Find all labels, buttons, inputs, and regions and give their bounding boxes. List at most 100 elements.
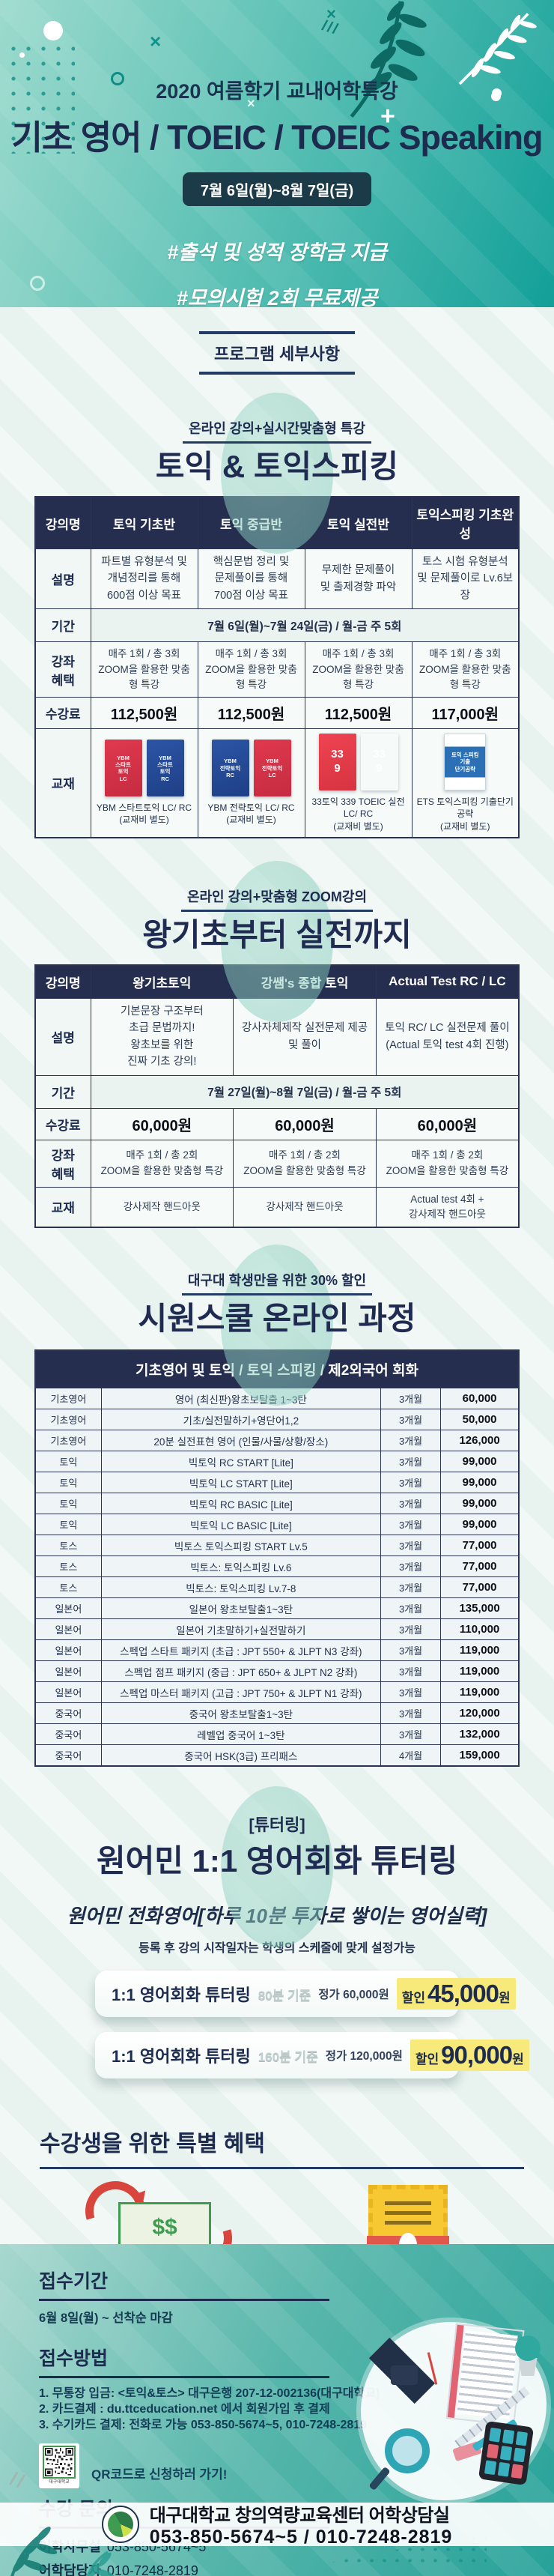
tutoring-sale-price: 할인 90,000 원	[410, 2040, 529, 2072]
course-term: 3개월	[380, 1409, 442, 1431]
course-benefit: 매주 1회 / 총 3회 ZOOM을 활용한 맞춤형 특강	[304, 641, 413, 698]
course-name: 일본어 기초말하기+실전말하기	[100, 1618, 381, 1641]
course-category: 토익	[34, 1472, 102, 1494]
circle-decoration	[43, 21, 63, 40]
course-name: 영어 (최신판)왕초보탈출 1~3탄	[100, 1388, 381, 1410]
column-header: 강쌤's 종합 토익	[233, 964, 377, 999]
course-category: 기초영어	[34, 1388, 102, 1410]
table-row: 일본어 스펙업 스타트 패키지 (초급 : JPT 550+ & JLPT N3…	[34, 1639, 520, 1662]
tutoring-title: 원어민 1:1 영어회화 튜터링	[96, 1843, 458, 1879]
course-description: 강사자체제작 실전문제 제공 및 풀이	[233, 997, 377, 1076]
course-name: 빅토스: 토익스피킹 Lv.7-8	[100, 1576, 381, 1599]
sale-label: 할인	[401, 1991, 426, 2006]
contact-manager: 어학담당자 010-7248-2819	[39, 2560, 391, 2576]
table-row: 토스 빅토스 토익스피킹 START Lv.5 3개월 77,000	[34, 1535, 520, 1557]
row-label: 교재	[34, 728, 91, 838]
course-category: 일본어	[34, 1660, 102, 1683]
toeic-course-table: 강의명 토익 기초반 토익 중급반 토익 실전반 토익스피킹 기초완성 설명 파…	[34, 496, 520, 838]
footer-band: 대구대학교 창의역량교육센터 어학상담실 053-850-5674~5 / 01…	[0, 2503, 554, 2548]
calculator-icon	[478, 2420, 535, 2486]
table-row: 수강료 112,500원 112,500원 112,500원 117,000원	[34, 697, 520, 730]
table-row: 토익 빅토익 LC START [Lite] 3개월 99,000	[34, 1472, 520, 1494]
course-price: 119,000	[440, 1639, 520, 1662]
course-term: 3개월	[380, 1493, 442, 1515]
eraser-illustration	[452, 2440, 482, 2462]
course-category: 토스	[34, 1535, 102, 1557]
qr-code[interactable]: 대구대학교	[39, 2443, 79, 2489]
program-details-body: 프로그램 세부사항 온라인 강의+실시간맞춤형 특강 토익 & 토익스피킹 강의…	[0, 307, 554, 2244]
cross-decoration: ×	[150, 30, 162, 52]
contact-phone: 010-7248-2819	[106, 2563, 198, 2576]
dot-decoration	[19, 52, 25, 58]
column-header: 왕기초토익	[90, 964, 234, 999]
course-category: 토익	[34, 1493, 102, 1515]
course-period: 7월 6일(월)~7월 24일(금) / 월-금 주 5회	[90, 608, 520, 643]
course-fee: 112,500원	[304, 697, 413, 730]
course-textbook: 토익 스피킹 기출 단기공략 ETS 토익스피킹 기출단기공략 (교재비 별도)	[411, 728, 520, 838]
book-cover: 33 9	[361, 734, 398, 790]
signup-method-item: 3. 수기카드 결제: 전화로 가능 053-850-5674~5, 010-7…	[39, 2419, 368, 2432]
table-row: 토익 빅토익 RC BASIC [Lite] 3개월 99,000	[34, 1493, 520, 1515]
tutoring-card-80min: 1:1 영어회화 튜터링 80분 기준 정가 60,000원 할인 45,000…	[95, 1971, 516, 2018]
course-textbook: YBM 스타트 토익 LC YBM 스타트 토익 RC YBM 스타트토익 LC…	[90, 728, 198, 838]
course-price: 99,000	[440, 1451, 520, 1473]
course-category: 일본어	[34, 1681, 102, 1704]
course-price: 77,000	[440, 1535, 520, 1557]
page-title: 기초 영어 / TOEIC / TOEIC Speaking	[11, 118, 543, 157]
tutoring-card-name: 1:1 영어회화 튜터링	[112, 1986, 251, 2005]
tutoring-card-basis: 80분 기준	[258, 1988, 311, 2003]
section3-kicker: 대구대 학생만을 위한 30% 할인	[181, 1270, 373, 1296]
course-category: 토스	[34, 1576, 102, 1599]
tutoring-kicker: [튜터링]	[249, 1815, 305, 1835]
course-term: 3개월	[380, 1451, 442, 1473]
book-cover: YBM 스타트 토익 RC	[146, 740, 184, 797]
column-header: 토익 기초반	[90, 496, 198, 549]
signup-method-title: 접수방법	[39, 2344, 329, 2378]
row-label: 설명	[34, 997, 91, 1076]
table-row: 기간 7월 27일(월)~8월 7일(금) / 월-금 주 5회	[34, 1074, 520, 1109]
course-period: 7월 27일(월)~8월 7일(금) / 월-금 주 5회	[90, 1074, 520, 1109]
table-header-row: 강의명 왕기초토익 강쌤's 종합 토익 Actual Test RC / LC	[34, 964, 520, 999]
row-label: 설명	[34, 548, 91, 610]
tutoring-card-160min: 1:1 영어회화 튜터링 160분 기준 정가 120,000원 할인 90,0…	[95, 2032, 529, 2079]
table-row: 토스 빅토스: 토익스피킹 Lv.6 3개월 77,000	[34, 1555, 520, 1578]
course-benefit: 매주 1회 / 총 3회 ZOOM을 활용한 맞춤형 특강	[197, 641, 305, 698]
graduation-cap-base	[391, 2365, 418, 2385]
course-category: 일본어	[34, 1618, 102, 1641]
course-textbook: YBM 전략토익 RC YBM 전략토익 LC YBM 전략토익 LC/ RC …	[197, 728, 305, 838]
signup-period-title: 접수기간	[39, 2267, 329, 2301]
course-category: 토익	[34, 1451, 102, 1473]
slash-decoration: ///	[320, 17, 341, 38]
program-details-header: 프로그램 세부사항	[198, 331, 356, 375]
course-name: 빅토스 토익스피킹 START Lv.5	[100, 1535, 381, 1557]
row-label: 기간	[34, 608, 91, 643]
graduation-tassel	[427, 2352, 438, 2385]
course-description: 파트별 유형분석 및 개념정리를 통해 600점 이상 목표	[90, 548, 198, 610]
course-name: 기초/실전말하기+영단어1,2	[100, 1409, 381, 1431]
table-row: 중국어 중국어 왕초보탈출1~3탄 3개월 120,000	[34, 1702, 520, 1725]
course-category: 일본어	[34, 1639, 102, 1662]
sale-currency: 원	[512, 2052, 524, 2067]
hashtag-scholarship: #출석 및 성적 장학금 지급	[167, 241, 387, 264]
course-name: 스펙업 점프 패키지 (중급 : JPT 650+ & JLPT N2 강좌)	[100, 1660, 381, 1683]
course-fee: 112,500원	[90, 697, 198, 730]
section2-title: 왕기초부터 실전까지	[142, 916, 412, 952]
course-price: 159,000	[440, 1744, 520, 1767]
tutoring-note: 등록 후 강의 시작일자는 학생의 스케줄에 맞게 설정가능	[138, 1942, 416, 1956]
section-siwonschool: 대구대 학생만을 위한 30% 할인 시원스쿨 온라인 과정 기초영어 및 토익…	[0, 1270, 554, 1768]
tutoring-list-price: 정가 60,000원	[318, 1989, 389, 2002]
course-name: 스펙업 마스터 패키지 (고급 : JPT 750+ & JLPT N1 강좌)	[100, 1681, 381, 1704]
course-category: 기초영어	[34, 1430, 102, 1452]
section-benefits: 수강생을 위한 특별 혜택 $$	[40, 2125, 524, 2244]
table-header-row: 강의명 토익 기초반 토익 중급반 토익 실전반 토익스피킹 기초완성	[34, 496, 520, 549]
course-term: 3개월	[380, 1618, 442, 1641]
course-price: 50,000	[440, 1409, 520, 1431]
table-row: 설명 기본문장 구조부터 초급 문법까지! 왕초보를 위한 진짜 기초 강의! …	[34, 997, 520, 1076]
tutoring-handwriting: 원어민 전화영어[하루 10분 투자로 쌓이는 영어실력]	[67, 1905, 487, 1928]
course-category: 토스	[34, 1555, 102, 1578]
row-label: 기간	[34, 1074, 91, 1109]
section3-title: 시원스쿨 온라인 과정	[138, 1301, 416, 1337]
course-term: 3개월	[380, 1681, 442, 1704]
course-fee: 60,000원	[90, 1107, 234, 1140]
qr-caption: QR코드로 신청하러 가기!	[91, 2467, 228, 2482]
